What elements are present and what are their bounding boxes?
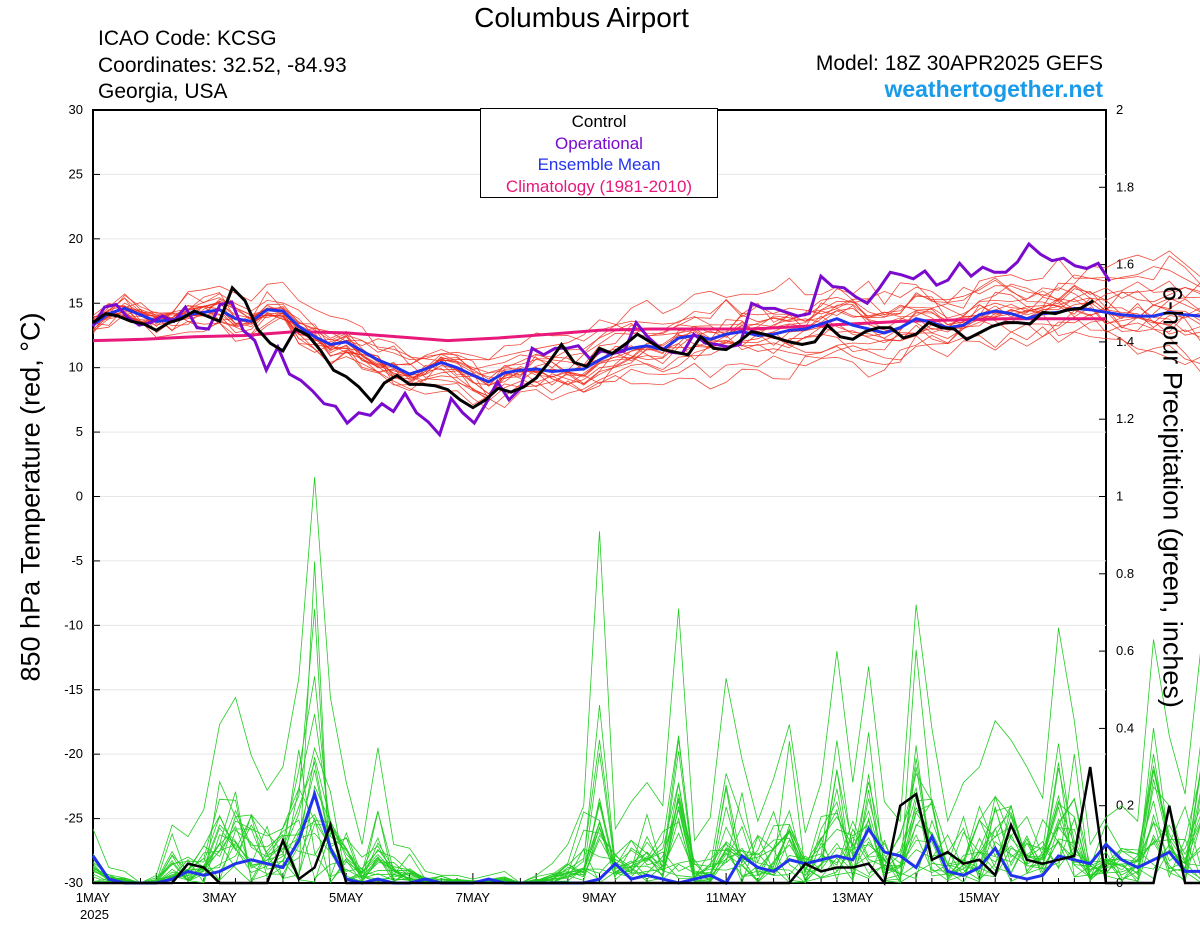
precipitation-member-line <box>92 740 1200 884</box>
temperature-member-line <box>92 298 1200 402</box>
y-tick-label-left: -30 <box>64 875 83 890</box>
x-tick-label: 7MAY <box>456 890 491 905</box>
x-tick-label: 13MAY <box>832 890 874 905</box>
temperature-member-line <box>92 280 1200 397</box>
temperature-operational-line <box>91 241 1112 438</box>
region: Georgia, USA <box>98 80 228 103</box>
y-tick-label-left: 15 <box>69 295 83 310</box>
main-series <box>91 241 1200 886</box>
date-axis: 1MAY 2025 3MAY 5MAY 7MAY 9MAY 11MAY 13MAY 15MAY <box>76 873 1107 922</box>
y-tick-label-right: 0.2 <box>1116 798 1134 813</box>
y-tick-label-right: 1.2 <box>1116 411 1134 426</box>
legend: Control Operational Ensemble Mean Climat… <box>480 108 718 198</box>
y-tick-label-left: 5 <box>76 424 83 439</box>
y-tick-label-right: 1 <box>1116 489 1123 504</box>
temperature-member-line <box>92 258 1200 378</box>
x-tick-label: 5MAY <box>329 890 364 905</box>
temperature-mean-line <box>92 306 1200 384</box>
model-run: Model: 18Z 30APR2025 GEFS <box>815 52 1103 75</box>
y-tick-label-left: -5 <box>71 553 83 568</box>
y-tick-label-left: -10 <box>64 617 83 632</box>
legend-climatology: Climatology (1981-2010) <box>505 176 693 196</box>
precipitation-member-line <box>92 477 1200 884</box>
temperature-member-line <box>92 292 1200 390</box>
precipitation-member-line <box>92 760 1200 884</box>
precipitation-control-line <box>93 766 1200 886</box>
temperature-member-line <box>92 280 1200 362</box>
x-tick-label: 3MAY <box>202 890 237 905</box>
y-tick-label-left: 25 <box>69 166 83 181</box>
y-tick-label-left: 20 <box>69 231 83 246</box>
x-tick-sublabel: 2025 <box>80 907 109 922</box>
x-tick-label: 15MAY <box>959 890 1001 905</box>
y-tick-label-right: 0.8 <box>1116 566 1134 581</box>
y-tick-label-left: 30 <box>69 102 83 117</box>
precipitation-mean-line <box>91 789 1200 885</box>
x-tick-label: 1MAY <box>76 890 111 905</box>
y-tick-label-left: 10 <box>69 360 83 375</box>
precipitation-member-line <box>92 735 1200 884</box>
page-title: Columbus Airport <box>474 2 689 33</box>
y-axis-label-right: 6-hour Precipitation (green, inches) <box>1157 286 1188 708</box>
x-tick-label: 9MAY <box>582 890 617 905</box>
temperature-member-line <box>92 277 1200 361</box>
coordinates: Coordinates: 32.52, -84.93 <box>98 54 347 77</box>
x-tick-label: 11MAY <box>706 890 747 905</box>
legend-control: Control <box>571 112 627 131</box>
y-tick-label-right: 1.8 <box>1116 179 1134 194</box>
precipitation-member-line <box>92 609 1200 884</box>
y-tick-label-left: -25 <box>64 811 83 826</box>
y-tick-label-left: -15 <box>64 682 83 697</box>
precipitation-member-line <box>92 561 1200 885</box>
y-tick-label-right: 0.4 <box>1116 720 1134 735</box>
y-tick-label-left: 0 <box>76 489 83 504</box>
y-tick-label-right: 2 <box>1116 102 1123 117</box>
temperature-control-line <box>92 285 1095 410</box>
temperature-axis: 30 25 20 15 10 5 0 -5 -10 -15 -20 -25 -30 <box>64 102 100 890</box>
y-axis-label-left: 850 hPa Temperature (red, °C) <box>15 312 46 682</box>
icao-code: ICAO Code: KCSG <box>98 27 277 50</box>
legend-mean: Ensemble Mean <box>537 155 661 174</box>
site-link[interactable]: weathertogether.net <box>884 76 1103 102</box>
legend-operational: Operational <box>555 133 643 153</box>
y-tick-label-right: 0.6 <box>1116 643 1134 658</box>
y-tick-label-left: -20 <box>64 746 83 761</box>
temperature-member-line <box>92 284 1200 382</box>
